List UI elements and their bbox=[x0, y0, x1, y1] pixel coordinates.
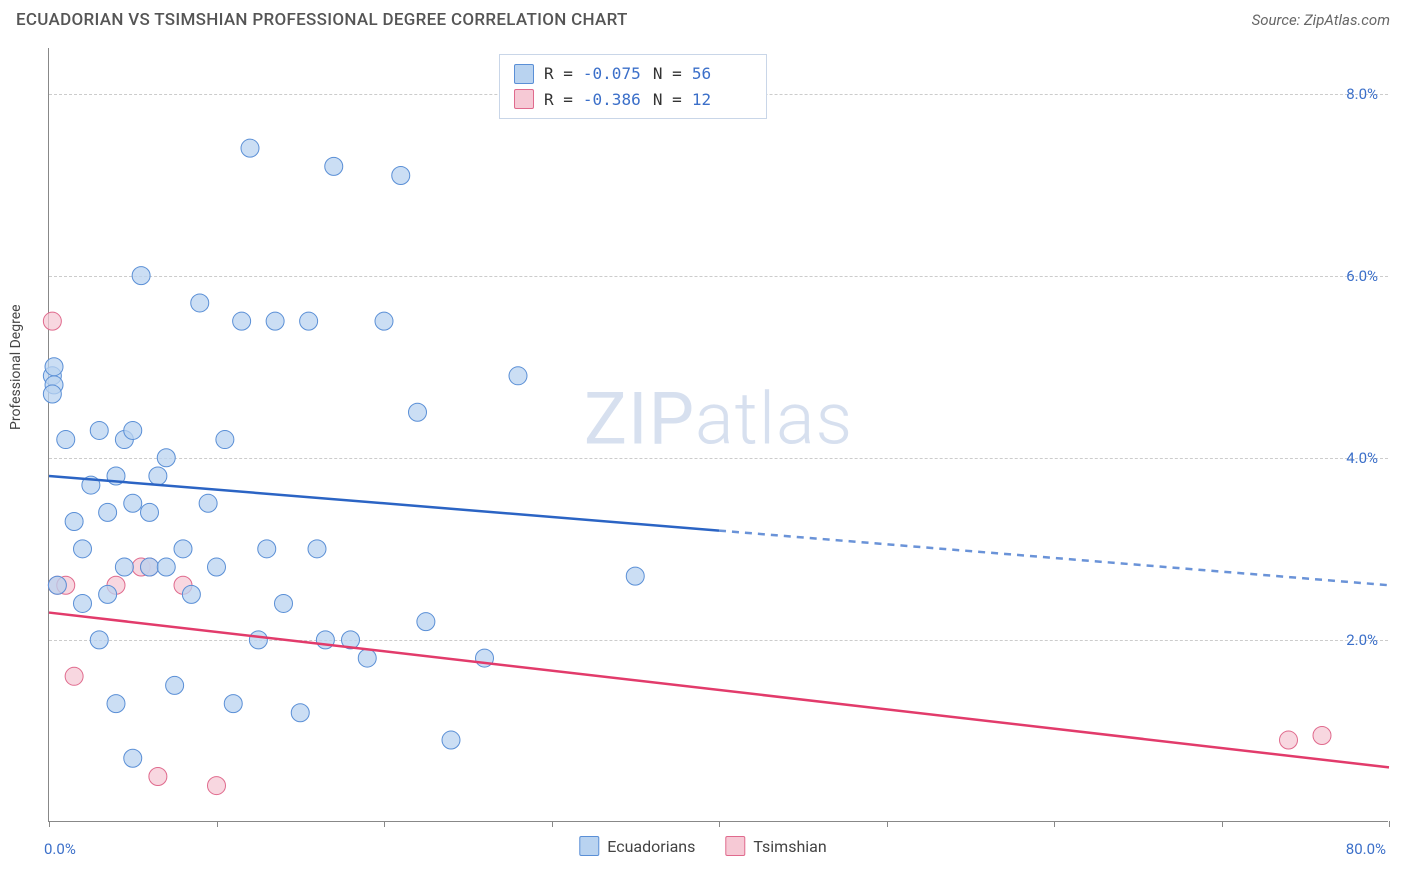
data-point bbox=[141, 503, 159, 521]
data-point bbox=[124, 494, 142, 512]
trend-line bbox=[49, 613, 1389, 768]
data-point bbox=[266, 312, 284, 330]
swatch-icon bbox=[514, 89, 534, 109]
x-tick-mark bbox=[217, 821, 218, 827]
chart-plot-area: ZIPatlas R = -0.075 N = 56 R = -0.386 N … bbox=[48, 48, 1388, 822]
data-point bbox=[258, 540, 276, 558]
source-label: Source: ZipAtlas.com bbox=[1252, 11, 1390, 29]
n-label: N = bbox=[653, 61, 682, 87]
data-point bbox=[300, 312, 318, 330]
data-point bbox=[191, 294, 209, 312]
data-point bbox=[124, 421, 142, 439]
data-point bbox=[99, 503, 117, 521]
data-point bbox=[90, 631, 108, 649]
data-point bbox=[141, 558, 159, 576]
data-point bbox=[1280, 731, 1298, 749]
stats-legend: R = -0.075 N = 56 R = -0.386 N = 12 bbox=[499, 54, 767, 119]
data-point bbox=[233, 312, 251, 330]
stats-legend-row: R = -0.075 N = 56 bbox=[514, 61, 752, 87]
data-point bbox=[308, 540, 326, 558]
data-point bbox=[157, 558, 175, 576]
stats-legend-row: R = -0.386 N = 12 bbox=[514, 87, 752, 113]
y-axis-label: Professional Degree bbox=[8, 304, 24, 430]
x-tick-mark bbox=[384, 821, 385, 827]
x-axis-max-label: 80.0% bbox=[1346, 840, 1386, 858]
x-tick-mark bbox=[1222, 821, 1223, 827]
data-point bbox=[74, 594, 92, 612]
trend-line bbox=[719, 531, 1389, 586]
x-axis-min-label: 0.0% bbox=[44, 840, 76, 858]
data-point bbox=[166, 676, 184, 694]
data-point bbox=[249, 631, 267, 649]
data-point bbox=[90, 421, 108, 439]
data-point bbox=[48, 576, 66, 594]
data-point bbox=[107, 695, 125, 713]
x-tick-mark bbox=[49, 821, 50, 827]
data-point bbox=[65, 513, 83, 531]
n-value: 12 bbox=[692, 87, 752, 113]
r-value: -0.075 bbox=[583, 61, 643, 87]
data-point bbox=[358, 649, 376, 667]
x-tick-mark bbox=[719, 821, 720, 827]
data-point bbox=[43, 385, 61, 403]
data-point bbox=[43, 312, 61, 330]
data-point bbox=[208, 777, 226, 795]
legend-item: Ecuadorians bbox=[579, 836, 695, 856]
data-point bbox=[174, 540, 192, 558]
data-point bbox=[1313, 726, 1331, 744]
swatch-icon bbox=[579, 836, 599, 856]
legend-item: Tsimshian bbox=[725, 836, 826, 856]
data-point bbox=[241, 139, 259, 157]
data-point bbox=[45, 358, 63, 376]
data-point bbox=[157, 449, 175, 467]
n-label: N = bbox=[653, 87, 682, 113]
data-point bbox=[626, 567, 644, 585]
x-tick-mark bbox=[1054, 821, 1055, 827]
data-point bbox=[442, 731, 460, 749]
data-point bbox=[57, 431, 75, 449]
x-tick-mark bbox=[887, 821, 888, 827]
data-point bbox=[199, 494, 217, 512]
data-point bbox=[65, 667, 83, 685]
scatter-svg bbox=[49, 48, 1388, 821]
data-point bbox=[115, 558, 133, 576]
data-point bbox=[409, 403, 427, 421]
x-tick-mark bbox=[1389, 821, 1390, 827]
chart-title: ECUADORIAN VS TSIMSHIAN PROFESSIONAL DEG… bbox=[16, 10, 628, 30]
series-legend: Ecuadorians Tsimshian bbox=[579, 836, 826, 856]
data-point bbox=[149, 767, 167, 785]
n-value: 56 bbox=[692, 61, 752, 87]
data-point bbox=[74, 540, 92, 558]
r-value: -0.386 bbox=[583, 87, 643, 113]
r-label: R = bbox=[544, 61, 573, 87]
data-point bbox=[224, 695, 242, 713]
data-point bbox=[124, 749, 142, 767]
data-point bbox=[291, 704, 309, 722]
data-point bbox=[208, 558, 226, 576]
data-point bbox=[99, 585, 117, 603]
data-point bbox=[325, 157, 343, 175]
data-point bbox=[275, 594, 293, 612]
data-point bbox=[182, 585, 200, 603]
legend-label: Tsimshian bbox=[753, 837, 826, 856]
legend-label: Ecuadorians bbox=[607, 837, 695, 856]
swatch-icon bbox=[725, 836, 745, 856]
swatch-icon bbox=[514, 64, 534, 84]
data-point bbox=[149, 467, 167, 485]
data-point bbox=[392, 166, 410, 184]
r-label: R = bbox=[544, 87, 573, 113]
data-point bbox=[132, 267, 150, 285]
data-point bbox=[417, 613, 435, 631]
data-point bbox=[375, 312, 393, 330]
data-point bbox=[509, 367, 527, 385]
data-point bbox=[216, 431, 234, 449]
x-tick-mark bbox=[552, 821, 553, 827]
